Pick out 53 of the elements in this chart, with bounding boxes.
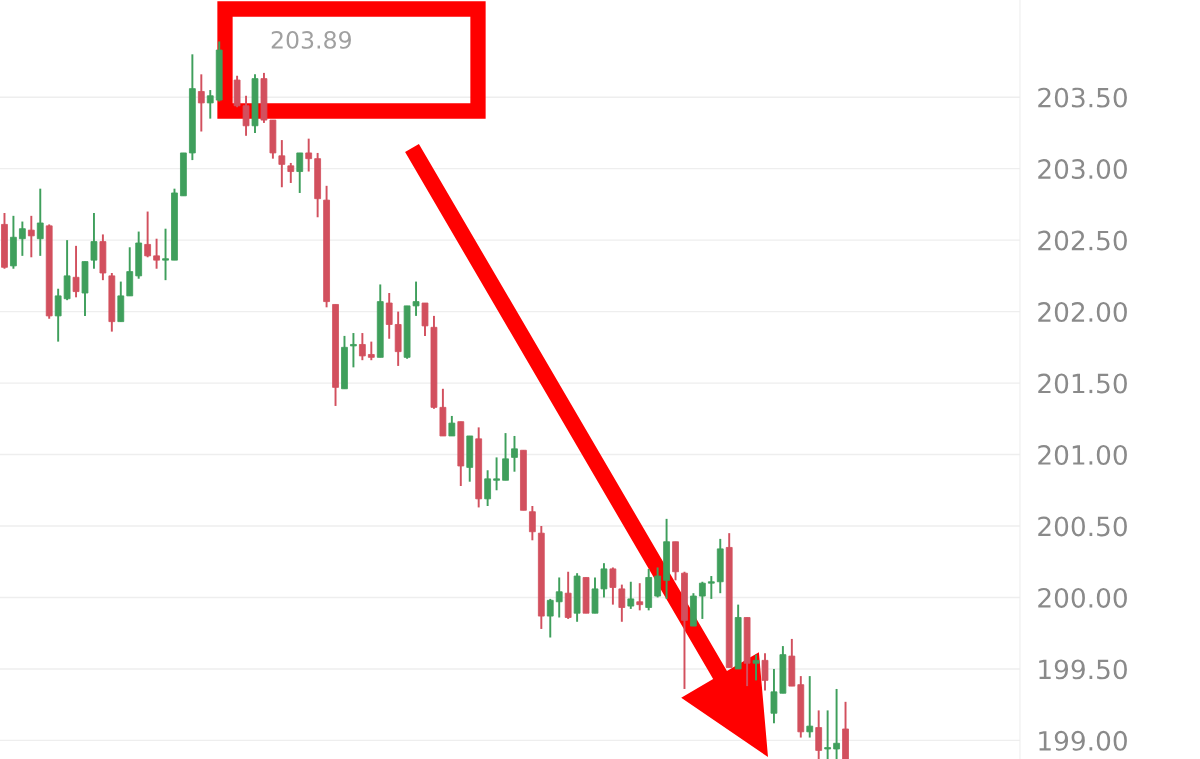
candlestick (19, 220, 26, 257)
candlestick (162, 227, 169, 282)
candlestick (63, 239, 71, 302)
candlestick (752, 653, 760, 682)
candlestick (609, 566, 617, 606)
y-tick-label: 199.50 (1039, 659, 1127, 680)
y-tick-label: 199.00 (1039, 730, 1127, 751)
candlestick (511, 434, 518, 473)
candlestick (806, 675, 814, 739)
candlestick (54, 287, 62, 343)
candlestick (529, 505, 536, 542)
candlestick (350, 332, 357, 369)
y-tick-label: 203.00 (1038, 159, 1127, 180)
candlestick (359, 332, 366, 362)
candlestick (761, 652, 769, 692)
candlestick (484, 469, 491, 507)
candlestick (278, 139, 286, 189)
candlestick (36, 187, 44, 257)
y-tick-label: 200.50 (1038, 516, 1127, 537)
candlestick (824, 709, 831, 759)
candlestick (367, 340, 375, 362)
candlestick (448, 414, 456, 437)
y-tick-label: 201.00 (1038, 444, 1127, 465)
candlestick (815, 709, 823, 759)
candlestick (287, 161, 295, 184)
candlestick (555, 576, 563, 619)
candlestick (654, 566, 661, 599)
candlestick (546, 597, 554, 639)
candlestick (627, 580, 635, 610)
candlestick (305, 137, 313, 173)
candlestick (206, 89, 214, 120)
y-tick-label: 202.50 (1038, 230, 1127, 251)
candlestick (699, 580, 706, 620)
candlestick (502, 432, 509, 482)
candlestick (833, 687, 840, 759)
candlestick (90, 212, 98, 270)
candlestick (27, 214, 35, 259)
y-tick-label: 200.00 (1038, 587, 1127, 608)
candlestick (296, 151, 304, 194)
candlestick (636, 582, 644, 612)
candlestick (618, 583, 626, 623)
y-tick-label: 203.50 (1038, 87, 1127, 108)
candlestick (385, 292, 393, 340)
candlestick (421, 302, 429, 337)
y-tick-label: 202.00 (1038, 302, 1127, 323)
candlestick (197, 73, 205, 133)
annotation: 203.89 (271, 30, 351, 49)
candlestick (707, 575, 715, 600)
candlestick (144, 210, 151, 259)
candlestick (153, 237, 160, 270)
candlestick (493, 456, 500, 492)
y-tick-label: 201.50 (1038, 373, 1127, 394)
candlestick (72, 244, 80, 299)
